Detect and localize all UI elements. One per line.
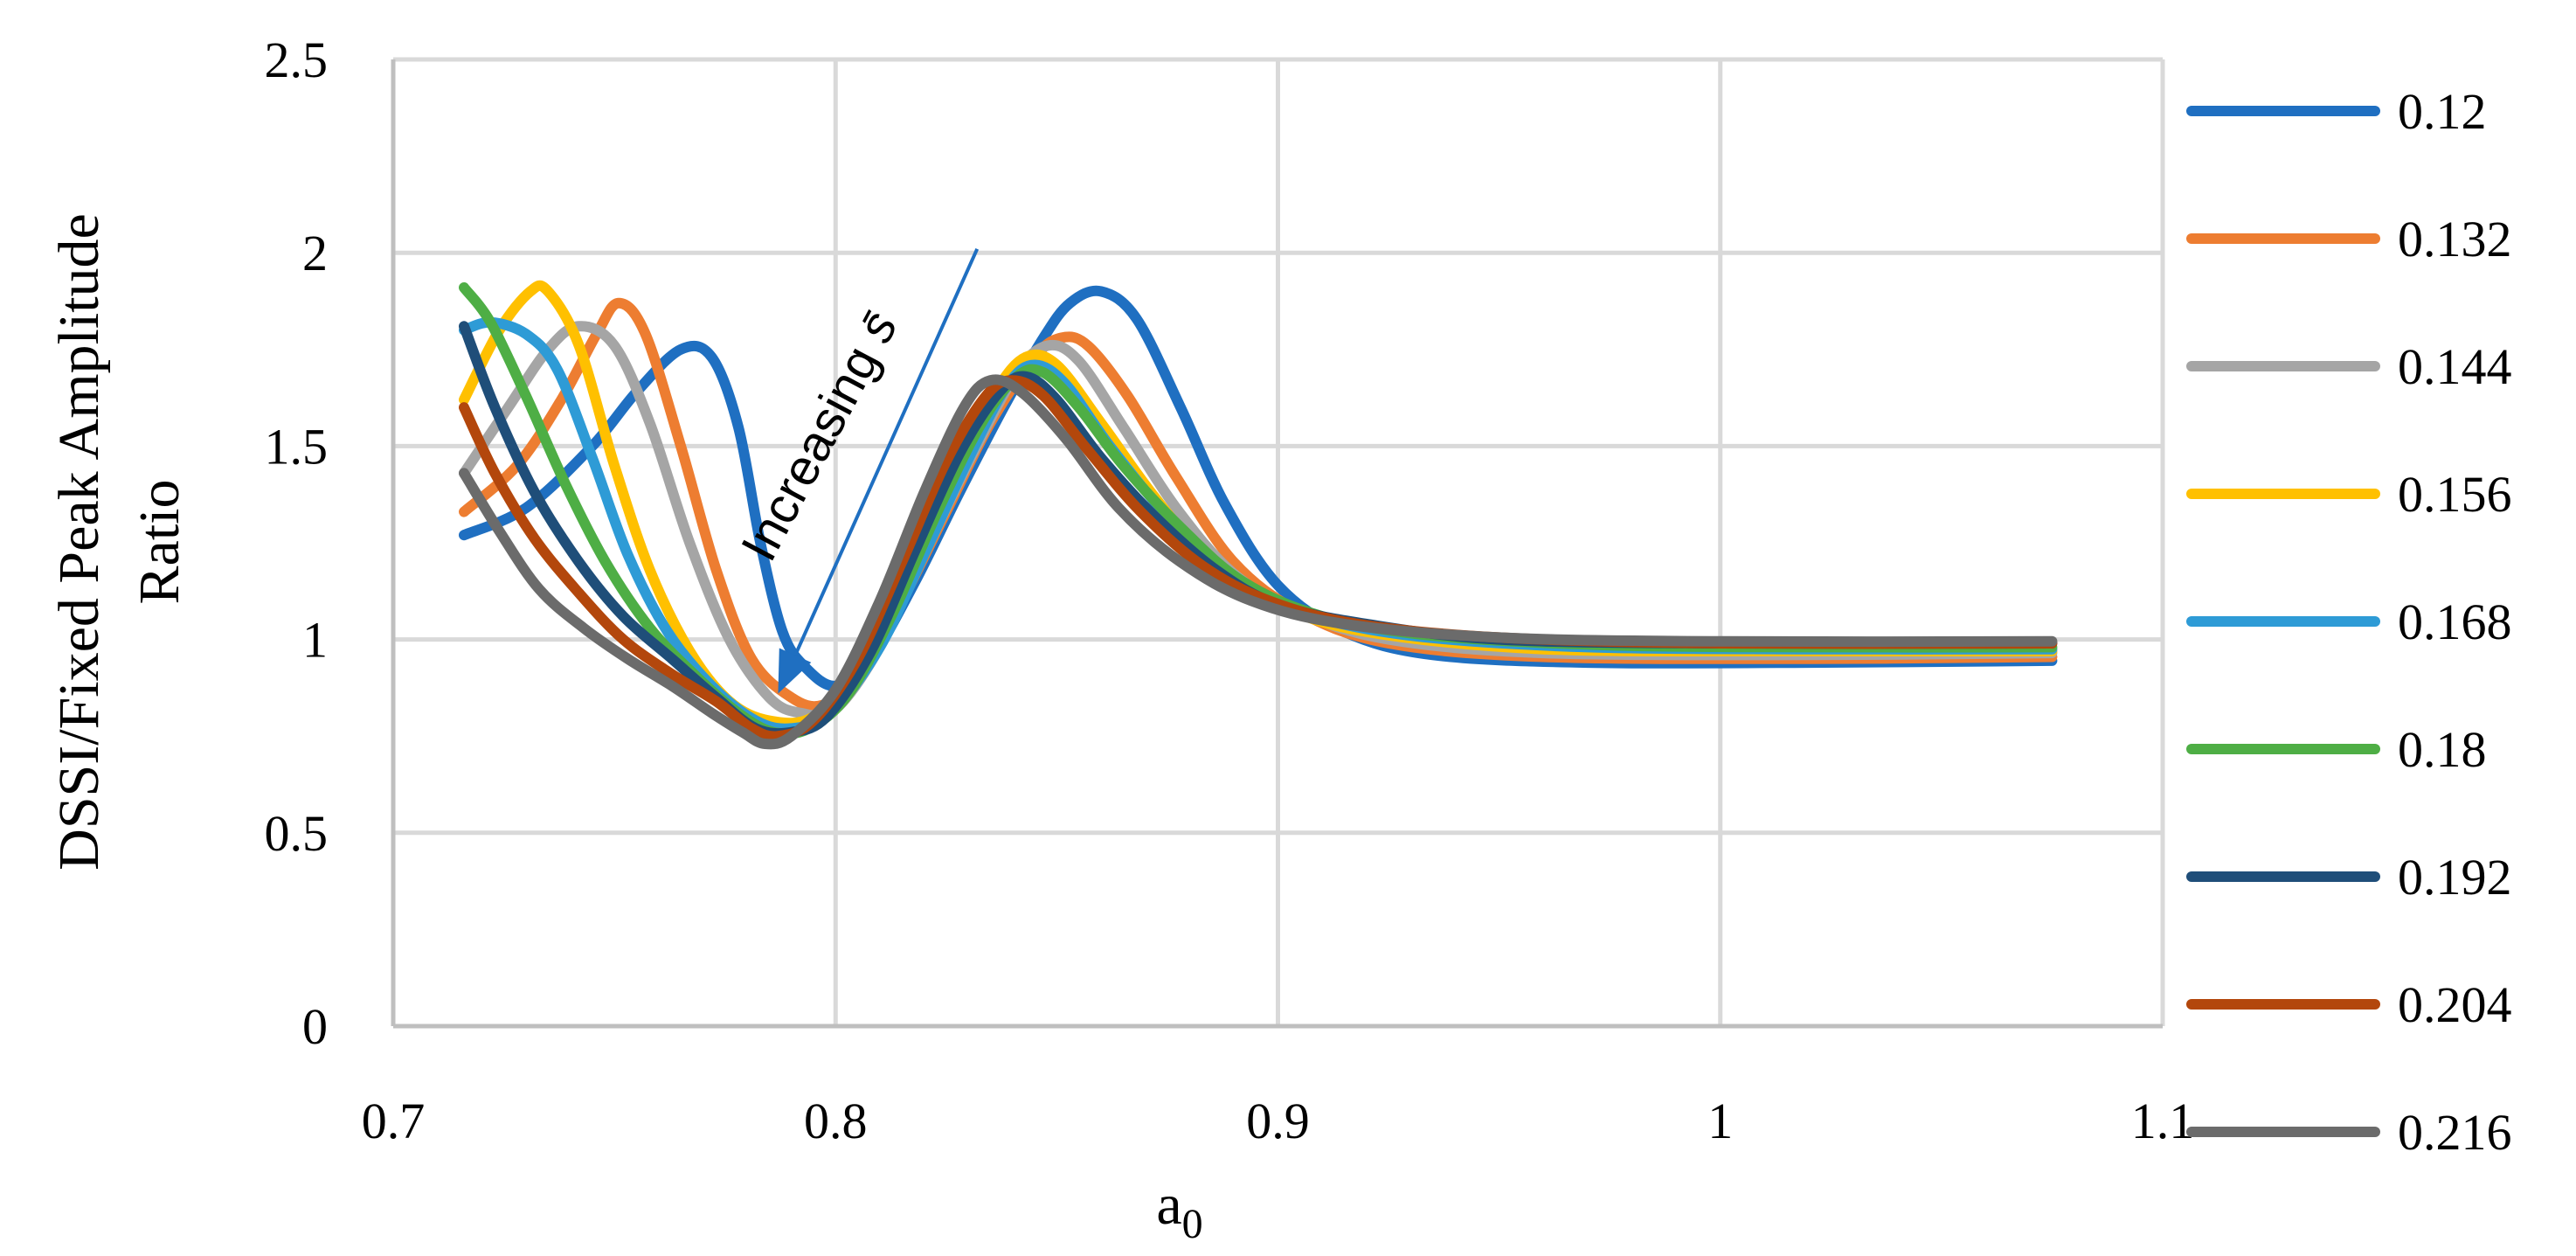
legend-item: 0.144 [2186, 338, 2512, 395]
x-tick-label: 0.7 [362, 1093, 426, 1149]
legend-item: 0.216 [2186, 1104, 2512, 1161]
x-tick-label: 0.9 [1246, 1093, 1310, 1149]
x-axis-label: a [1156, 1173, 1181, 1237]
annotation-arrowhead [778, 648, 812, 694]
annotation-arrow-shaft [793, 247, 980, 656]
y-axis-title-line1: DSSI/Fixed Peak Amplitude [47, 213, 111, 871]
legend-item: 0.12 [2186, 83, 2487, 140]
y-tick-label: 0 [302, 998, 328, 1055]
legend-item: 0.156 [2186, 466, 2512, 523]
legend-label: 0.204 [2398, 976, 2512, 1033]
axes [391, 59, 2163, 1029]
y-tick-label: 2.5 [265, 31, 329, 88]
x-tick-label: 1 [1707, 1093, 1733, 1149]
x-tick-label: 0.8 [804, 1093, 868, 1149]
legend-label: 0.144 [2398, 338, 2512, 395]
legend-item: 0.132 [2186, 211, 2512, 267]
legend-label: 0.18 [2398, 721, 2487, 778]
legend-label: 0.216 [2398, 1104, 2512, 1161]
legend-label: 0.168 [2398, 593, 2512, 650]
x-axis-subscript: 0 [1182, 1201, 1203, 1247]
legend-item: 0.192 [2186, 849, 2512, 906]
x-axis-title: a0 [1156, 1173, 1202, 1247]
y-tick-labels: 0 0.5 1 1.5 2 2.5 [265, 31, 329, 1055]
legend-label: 0.156 [2398, 466, 2512, 523]
series-group [459, 280, 2058, 750]
legend-item: 0.18 [2186, 721, 2487, 778]
y-tick-label: 1 [302, 612, 328, 669]
legend-label: 0.12 [2398, 83, 2487, 140]
legend: 0.12 0.132 0.144 0.156 0.168 0.18 0.192 0.204 0.… [2186, 83, 2512, 1161]
y-tick-label: 2 [302, 225, 328, 281]
y-tick-label: 1.5 [265, 418, 329, 475]
legend-item: 0.204 [2186, 976, 2512, 1033]
x-tick-label: 1.1 [2131, 1093, 2195, 1149]
legend-label: 0.192 [2398, 849, 2512, 906]
legend-label: 0.132 [2398, 211, 2512, 267]
legend-item: 0.168 [2186, 593, 2512, 650]
y-axis-title-line2: Ratio [128, 480, 191, 605]
series-line-0.216 [459, 374, 2058, 750]
y-tick-label: 0.5 [265, 805, 329, 862]
x-tick-labels: 0.7 0.8 0.9 1 1.1 [362, 1093, 2195, 1149]
